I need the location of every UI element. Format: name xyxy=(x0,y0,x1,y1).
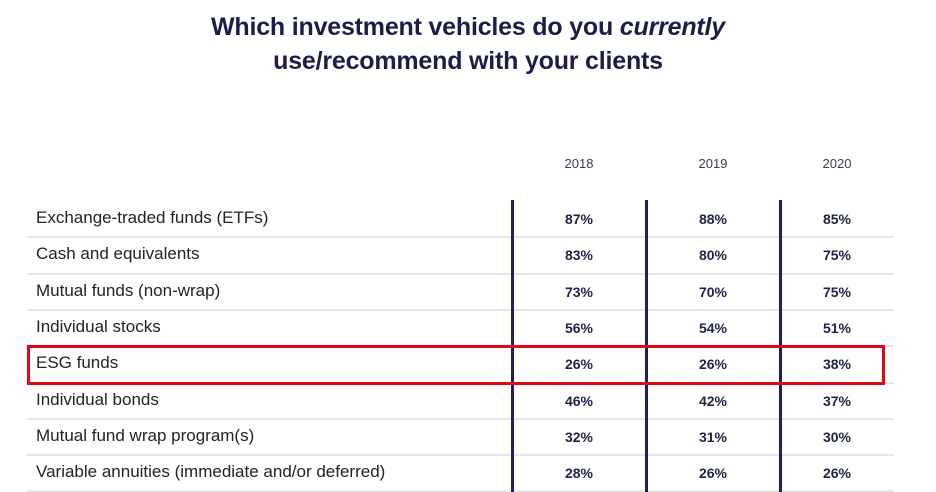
cell-value-2018: 26% xyxy=(564,356,594,372)
cell-value-2020: 51% xyxy=(822,320,852,336)
row-label: Mutual fund wrap program(s) xyxy=(36,426,255,445)
row-label: Variable annuities (immediate and/or def… xyxy=(36,462,386,481)
cell-value-2019: 80% xyxy=(698,247,728,263)
row-divider xyxy=(27,309,894,311)
cell-value-2019: 31% xyxy=(698,429,728,445)
cell-value-2019: 26% xyxy=(698,356,728,372)
row-label: Individual stocks xyxy=(36,317,161,336)
cell-value-2020: 37% xyxy=(822,393,852,409)
row-label: Mutual funds (non-wrap) xyxy=(36,281,221,300)
column-header-2020: 2020 xyxy=(822,156,852,171)
cell-value-2018: 32% xyxy=(564,429,594,445)
row-label: Exchange-traded funds (ETFs) xyxy=(36,208,269,227)
cell-value-2018: 56% xyxy=(564,320,594,336)
row-divider xyxy=(27,273,894,275)
column-header-2019: 2019 xyxy=(698,156,728,171)
row-label: ESG funds xyxy=(36,353,119,372)
cell-value-2019: 26% xyxy=(698,465,728,481)
cell-value-2018: 83% xyxy=(564,247,594,263)
title-line-1: Which investment vehicles do you current… xyxy=(0,10,936,44)
cell-value-2018: 28% xyxy=(564,465,594,481)
cell-value-2020: 75% xyxy=(822,247,852,263)
cell-value-2018: 87% xyxy=(564,211,594,227)
cell-value-2020: 85% xyxy=(822,211,852,227)
cell-value-2019: 88% xyxy=(698,211,728,227)
cell-value-2019: 42% xyxy=(698,393,728,409)
row-divider xyxy=(27,454,894,456)
highlight-box xyxy=(27,345,885,385)
cell-value-2020: 38% xyxy=(822,356,852,372)
cell-value-2020: 75% xyxy=(822,284,852,300)
cell-value-2020: 26% xyxy=(822,465,852,481)
row-label: Cash and equivalents xyxy=(36,244,200,263)
title-emphasis: currently xyxy=(619,13,725,41)
cell-value-2020: 30% xyxy=(822,429,852,445)
chart-title: Which investment vehicles do you current… xyxy=(0,10,936,78)
row-divider xyxy=(27,236,894,238)
title-line-2: use/recommend with your clients xyxy=(273,47,663,75)
cell-value-2018: 46% xyxy=(564,393,594,409)
cell-value-2019: 54% xyxy=(698,320,728,336)
row-label: Individual bonds xyxy=(36,390,159,409)
cell-value-2019: 70% xyxy=(698,284,728,300)
title-prefix: Which investment vehicles do you xyxy=(211,13,620,41)
row-divider xyxy=(27,418,894,420)
column-header-2018: 2018 xyxy=(564,156,594,171)
cell-value-2018: 73% xyxy=(564,284,594,300)
row-divider xyxy=(27,490,894,492)
